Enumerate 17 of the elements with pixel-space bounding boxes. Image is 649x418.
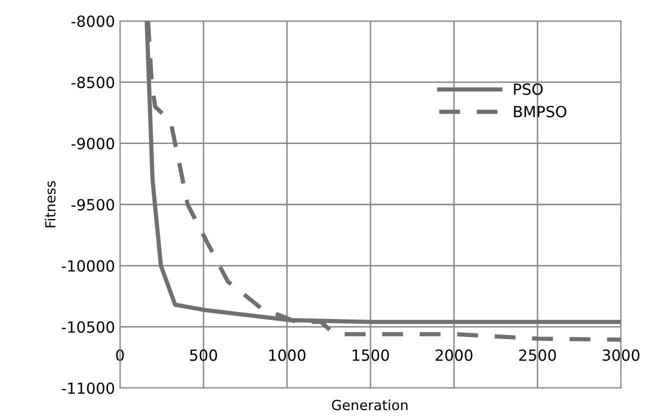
legend-label: PSO (514, 83, 543, 95)
y-tick-label: -11000 (62, 382, 114, 394)
x-tick-label: 1500 (352, 349, 389, 361)
y-tick-label: -10500 (62, 321, 114, 333)
x-tick-label: 2500 (519, 349, 556, 361)
x-tick-label: 2000 (436, 349, 472, 361)
x-tick-label: 1000 (269, 349, 306, 361)
y-axis-title: Fitness (44, 181, 56, 228)
y-tick-label: -8500 (71, 76, 114, 88)
y-tick-label: -8000 (71, 15, 114, 28)
y-tick-label: -9000 (71, 138, 114, 150)
x-tick-label: 3000 (602, 349, 640, 361)
x-tick-label: 500 (190, 349, 218, 361)
x-axis-title: Generation (332, 400, 408, 410)
y-tick-label: -10000 (62, 260, 114, 272)
legend-label: BMPSO (514, 106, 566, 118)
y-tick-label: -9500 (71, 198, 114, 211)
